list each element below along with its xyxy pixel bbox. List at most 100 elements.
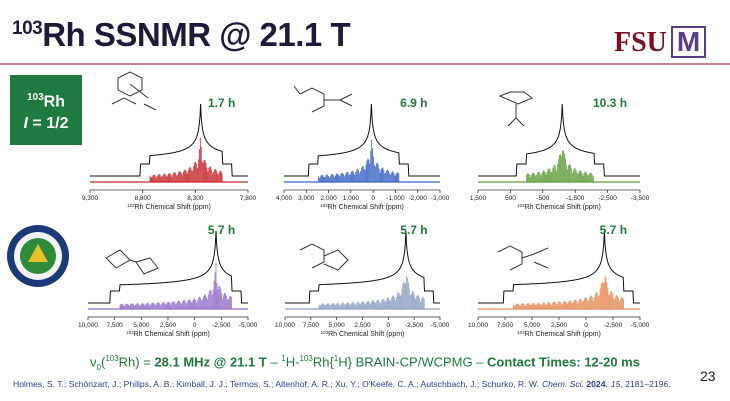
acquisition-time: 5.7 h bbox=[208, 223, 235, 237]
tick-label: 0 bbox=[387, 322, 391, 329]
tick-label: 0 bbox=[371, 195, 375, 202]
tick-label: 2,500 bbox=[160, 322, 177, 329]
journal: Chem. Sci. bbox=[541, 379, 584, 389]
rh: Rh{ bbox=[312, 354, 334, 370]
sup: 103 bbox=[105, 354, 119, 363]
tick-label: 9,300 bbox=[82, 195, 99, 202]
axis-title-text: Rh Chemical Shift (ppm) bbox=[134, 331, 210, 338]
tick-label: 1,000 bbox=[343, 195, 360, 202]
axis-title-sup: 103 bbox=[126, 330, 134, 335]
axis-title-text: Rh Chemical Shift (ppm) bbox=[328, 331, 404, 338]
simulated-envelope bbox=[88, 230, 248, 304]
tick-label: 500 bbox=[505, 195, 516, 202]
tick-label: 8,800 bbox=[135, 195, 152, 202]
badge-spin-symbol: I bbox=[23, 115, 28, 133]
acquisition-time: 10.3 h bbox=[593, 96, 627, 110]
title-text: Rh SSNMR @ 21.1 T bbox=[42, 16, 351, 53]
tick-label: -2,500 bbox=[405, 322, 424, 329]
axis-title: 103Rh Chemical Shift (ppm) bbox=[126, 330, 210, 338]
axis-title-text: Rh Chemical Shift (ppm) bbox=[525, 331, 601, 338]
simulated-envelope bbox=[478, 230, 640, 304]
tick-label: 7,500 bbox=[107, 322, 124, 329]
axis-title-text: Rh Chemical Shift (ppm) bbox=[135, 204, 211, 211]
comma: , bbox=[605, 379, 608, 389]
simulated-envelope bbox=[284, 103, 440, 177]
logo-text: FSU bbox=[614, 27, 667, 58]
tick-label: -1,000 bbox=[386, 195, 405, 202]
page-number: 23 bbox=[700, 368, 716, 384]
nu-sub: 0 bbox=[96, 362, 101, 372]
tick-label: 2,500 bbox=[551, 322, 568, 329]
tick-label: 0 bbox=[193, 322, 197, 329]
tick-label: -5,000 bbox=[631, 322, 650, 329]
tick-label: 10,000 bbox=[78, 322, 98, 329]
simulated-envelope bbox=[478, 103, 640, 177]
tick-label: 10,000 bbox=[468, 322, 488, 329]
fsu-logo: FSU M bbox=[614, 26, 707, 59]
badge-nucleus-text: Rh bbox=[43, 93, 65, 111]
badge-sup: 103 bbox=[26, 92, 44, 103]
sup: 1 bbox=[333, 354, 339, 363]
method: H} BRAIN-CP/WCPMG – bbox=[338, 354, 488, 370]
tick-label: 2,500 bbox=[354, 322, 371, 329]
tick-label: -2,500 bbox=[604, 322, 623, 329]
axis-title: 103Rh Chemical Shift (ppm) bbox=[320, 203, 404, 211]
tick-label: 5,000 bbox=[524, 322, 541, 329]
conditions: 28.1 MHz @ 21.1 T bbox=[154, 354, 267, 370]
axis-title-sup: 103 bbox=[517, 330, 525, 335]
logo-mark: M bbox=[670, 26, 707, 58]
tick-label: -1,500 bbox=[566, 195, 585, 202]
sup: 1 bbox=[281, 354, 286, 363]
pages: , 2181–2196. bbox=[620, 379, 671, 389]
axis-title: 103Rh Chemical Shift (ppm) bbox=[517, 330, 601, 338]
tick-label: 0 bbox=[584, 322, 588, 329]
tick-label: -5,000 bbox=[239, 322, 258, 329]
badge-nucleus: 103Rh bbox=[10, 87, 82, 113]
simulated-envelope bbox=[90, 103, 248, 177]
acquisition-time: 5.7 h bbox=[400, 223, 427, 237]
tick-label: 5,000 bbox=[329, 322, 346, 329]
tick-label: 10,000 bbox=[275, 322, 295, 329]
dash: – bbox=[266, 354, 282, 370]
axis-title: 103Rh Chemical Shift (ppm) bbox=[321, 330, 405, 338]
axis-title-sup: 103 bbox=[127, 203, 135, 208]
acquisition-time: 6.9 h bbox=[400, 96, 427, 110]
acquisition-time: 5.7 h bbox=[600, 223, 627, 237]
slide-title: 103Rh SSNMR @ 21.1 T bbox=[12, 16, 351, 54]
tick-label: -5,000 bbox=[431, 322, 450, 329]
tick-label: 8,300 bbox=[187, 195, 204, 202]
paren: ( bbox=[100, 354, 106, 370]
simulated-envelope bbox=[285, 230, 440, 304]
tick-label: -3,500 bbox=[631, 195, 650, 202]
contact-times: Contact Times: 12-20 ms bbox=[487, 354, 640, 370]
axis-title: 103Rh Chemical Shift (ppm) bbox=[517, 203, 601, 211]
title-superscript: 103 bbox=[12, 18, 43, 39]
molecule-sketches bbox=[105, 71, 549, 275]
tick-label: -2,000 bbox=[408, 195, 427, 202]
tick-label: 7,500 bbox=[497, 322, 514, 329]
badge-spin: I = 1/2 bbox=[10, 113, 82, 135]
axis-title-text: Rh Chemical Shift (ppm) bbox=[525, 204, 601, 211]
tick-label: 5,000 bbox=[133, 322, 150, 329]
nucleus-badge: 103Rh I = 1/2 bbox=[10, 75, 82, 145]
tick-label: 2,000 bbox=[320, 195, 337, 202]
badge-spin-value: = 1/2 bbox=[27, 115, 69, 133]
axis-title-text: Rh Chemical Shift (ppm) bbox=[328, 204, 404, 211]
tick-label: 4,000 bbox=[276, 195, 293, 202]
rh: Rh) = bbox=[118, 354, 155, 370]
axis-title: 103Rh Chemical Shift (ppm) bbox=[127, 203, 211, 211]
h: H- bbox=[285, 354, 300, 370]
tick-label: -2,500 bbox=[212, 322, 231, 329]
axis-title-sup: 103 bbox=[517, 203, 525, 208]
tick-label: -500 bbox=[536, 195, 549, 202]
acquisition-time: 1.7 h bbox=[208, 96, 235, 110]
tick-label: 1,500 bbox=[470, 195, 487, 202]
tick-label: 3,000 bbox=[298, 195, 315, 202]
sup: 103 bbox=[299, 354, 313, 363]
doe-seal bbox=[7, 225, 69, 287]
axis-title-sup: 103 bbox=[321, 330, 329, 335]
footer-line: ν0(103Rh) = 28.1 MHz @ 21.1 T – 1H-103Rh… bbox=[0, 354, 730, 372]
citation: Holmes, S. T.; Schönzart, J.; Philips, A… bbox=[13, 379, 674, 389]
authors: Holmes, S. T.; Schönzart, J.; Philips, A… bbox=[13, 379, 539, 389]
